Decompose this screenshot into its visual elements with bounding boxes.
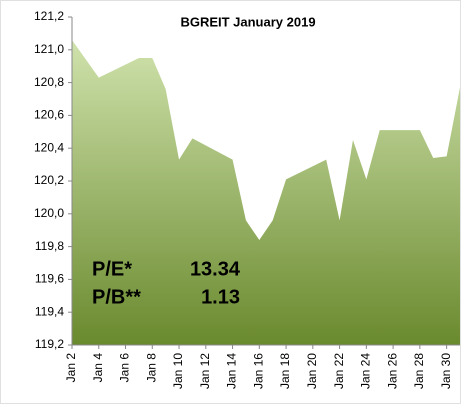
x-tick-label: Jan 10 <box>171 353 185 389</box>
y-tick-label: 120,6 <box>34 108 64 122</box>
x-tick-label: Jan 2 <box>64 353 78 383</box>
annotation: P/B** <box>92 286 141 308</box>
y-tick-label: 119,6 <box>35 272 64 286</box>
x-tick-label: Jan 4 <box>91 353 105 383</box>
chart-title: BGREIT January 2019 <box>180 14 315 29</box>
annotation: P/E* <box>92 258 132 280</box>
annotation: 1.13 <box>201 286 240 308</box>
y-tick-label: 120,8 <box>34 75 64 89</box>
x-tick-label: Jan 24 <box>359 353 373 389</box>
x-tick-label: Jan 28 <box>412 353 426 389</box>
area <box>72 39 460 346</box>
annotation: 13.34 <box>190 258 241 280</box>
y-tick-label: 119,4 <box>35 304 64 318</box>
x-tick-label: Jan 20 <box>305 353 319 389</box>
y-tick-label: 120,4 <box>34 140 64 154</box>
y-tick-label: 119,2 <box>35 337 64 351</box>
x-tick-label: Jan 26 <box>385 353 399 389</box>
y-tick-label: 120,0 <box>34 206 64 220</box>
x-tick-label: Jan 12 <box>198 353 212 389</box>
y-tick-label: 119,8 <box>35 239 64 253</box>
x-tick-label: Jan 22 <box>332 353 346 389</box>
x-tick-label: Jan 16 <box>251 353 265 389</box>
x-tick-label: Jan 30 <box>439 353 453 389</box>
x-tick-label: Jan 18 <box>278 353 292 389</box>
x-tick-label: Jan 6 <box>118 353 132 383</box>
y-tick-label: 121,0 <box>34 42 64 56</box>
y-tick-label: 120,2 <box>34 173 64 187</box>
x-tick-label: Jan 8 <box>144 353 158 383</box>
x-tick-label: Jan 14 <box>225 353 239 389</box>
y-tick-label: 121,2 <box>34 9 64 23</box>
